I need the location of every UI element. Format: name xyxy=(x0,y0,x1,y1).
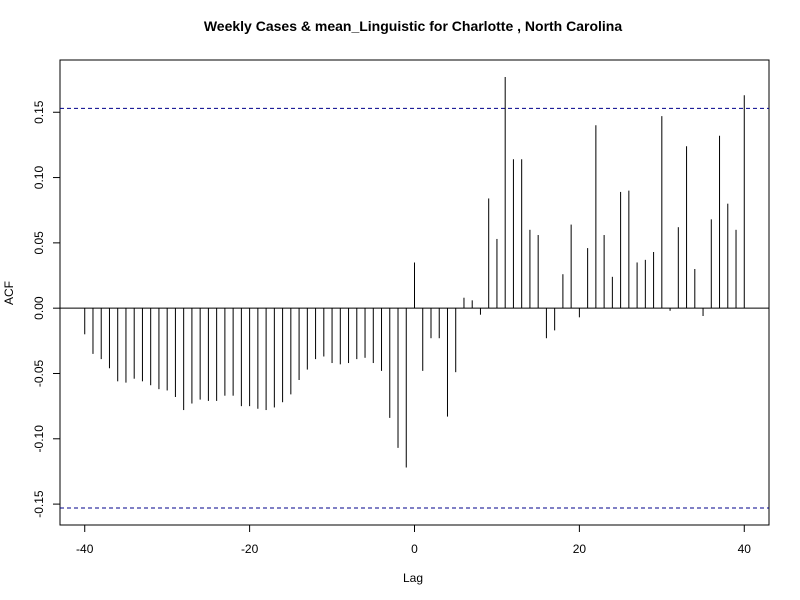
y-tick-label: 0.00 xyxy=(32,296,46,320)
y-tick-label: 0.15 xyxy=(32,100,46,124)
y-tick-label: 0.10 xyxy=(32,166,46,190)
x-tick-label: 40 xyxy=(738,542,752,556)
x-axis: -40 -20 0 20 40 xyxy=(76,524,752,556)
y-tick-label: 0.05 xyxy=(32,231,46,255)
y-tick-label: -0.05 xyxy=(32,359,46,387)
y-tick-label: -0.10 xyxy=(32,425,46,453)
x-axis-label: Lag xyxy=(403,571,423,585)
x-tick-label: 20 xyxy=(573,542,587,556)
y-axis: -0.15 -0.10 -0.05 0.00 0.05 0.10 0.15 xyxy=(32,100,61,518)
acf-spikes xyxy=(84,76,745,468)
x-tick-label: 0 xyxy=(411,542,418,556)
y-tick-label: -0.15 xyxy=(32,490,46,518)
x-tick-label: -40 xyxy=(76,542,94,556)
chart-title: Weekly Cases & mean_Linguistic for Charl… xyxy=(204,18,622,34)
x-tick-label: -20 xyxy=(241,542,259,556)
y-axis-label: ACF xyxy=(2,281,16,305)
